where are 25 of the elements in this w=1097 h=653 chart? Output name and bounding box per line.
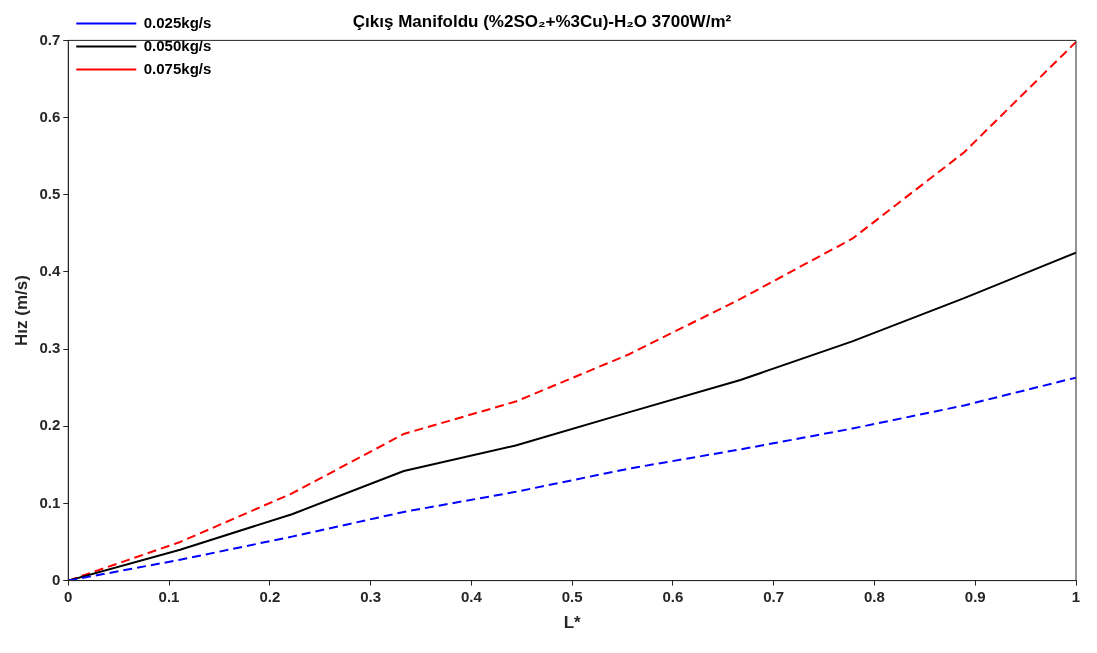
y-tick-label: 0 bbox=[51, 570, 61, 588]
y-tick-label: 0.5 bbox=[39, 184, 61, 202]
x-tick-label: 0.5 bbox=[561, 587, 583, 605]
y-tick-label: 0.6 bbox=[39, 107, 61, 125]
x-tick-label: 0.6 bbox=[662, 587, 684, 605]
x-tick-label: 0.8 bbox=[864, 587, 885, 605]
x-tick-label: 0.1 bbox=[158, 587, 180, 605]
y-tick-label: 0.2 bbox=[39, 416, 61, 434]
legend-label: 0.075kg/s bbox=[143, 59, 212, 77]
x-tick-label: 0.9 bbox=[964, 587, 986, 605]
legend-label: 0.050kg/s bbox=[143, 36, 212, 54]
y-tick-label: 0.4 bbox=[39, 262, 61, 280]
x-tick-label: 0.7 bbox=[763, 587, 785, 605]
y-axis-title: Hız (m/s) bbox=[11, 275, 31, 346]
x-tick-label: 0 bbox=[64, 587, 73, 605]
x-tick-label: 0.3 bbox=[360, 587, 382, 605]
x-axis-title: L* bbox=[563, 613, 582, 633]
x-tick-label: 0.4 bbox=[460, 587, 483, 605]
legend-label: 0.025kg/s bbox=[143, 13, 212, 31]
y-tick-label: 0.7 bbox=[39, 30, 61, 48]
y-tick-label: 0.3 bbox=[39, 339, 61, 357]
x-tick-label: 1 bbox=[1071, 587, 1081, 605]
chart-title: Çıkış Manifoldu (%2SO₂+%3Cu)-H₂O 3700W/m² bbox=[352, 11, 732, 31]
x-tick-label: 0.2 bbox=[259, 587, 281, 605]
y-tick-label: 0.1 bbox=[39, 493, 61, 511]
